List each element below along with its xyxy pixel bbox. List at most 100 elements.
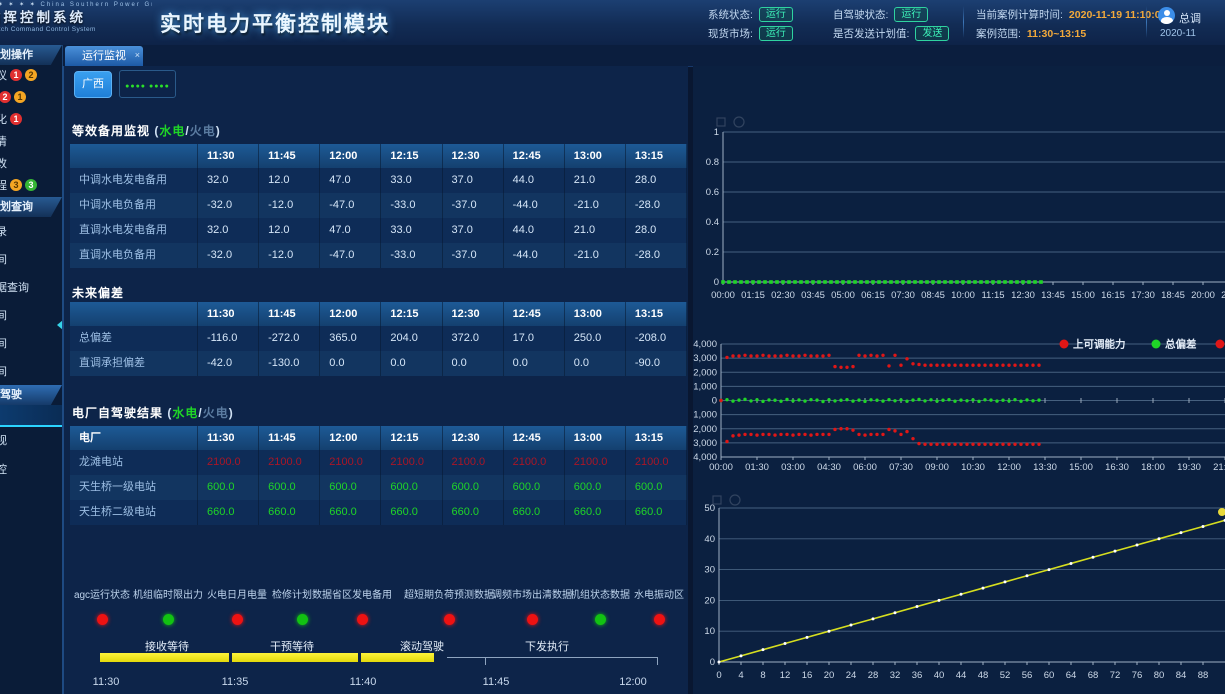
sidebar-collapse-icon[interactable] (57, 320, 63, 330)
table-cell: -130.0 (259, 351, 321, 376)
sidebar-item[interactable]: 视 (0, 427, 62, 456)
user-block[interactable]: 总调 2020-11 (1152, 3, 1225, 43)
notification-badge: 3 (25, 179, 37, 191)
status-indicator: 调频市场出清数据 (467, 586, 597, 630)
sidebar-section-header[interactable]: 划操作 (0, 45, 62, 65)
status-indicator-label: agc运行状态 (73, 590, 131, 601)
sidebar-item[interactable]: 间 (0, 303, 62, 329)
sidebar-section-header[interactable]: 驾驶 (0, 385, 62, 405)
toolbox-restore-icon[interactable] (729, 494, 741, 506)
svg-text:0: 0 (716, 670, 721, 681)
svg-text:36: 36 (912, 670, 923, 681)
status-badge: 运行 (758, 26, 793, 41)
table-row[interactable]: 天生桥二级电站 660.0 660.0 660.0 660.0 660.0 660.0 660… (70, 500, 687, 525)
status-row: 系统状态: 运行 (708, 4, 793, 23)
status-label: 系统状态: (708, 9, 753, 21)
tab-close-icon[interactable]: × (134, 50, 140, 60)
sidebar: 划操作议1221化1清改程33划查询录间据查询间间间驾驶视控 (0, 45, 63, 694)
table-row[interactable]: 直调承担偏差 -42.0 -130.0 0.0 0.0 0.0 0.0 0.0 -90.0 (70, 351, 687, 376)
notification-badge: 3 (10, 179, 22, 191)
table-row[interactable]: 直调水电负备用 -32.0 -12.0 -47.0 -33.0 -37.0 -44.0 -21… (70, 243, 687, 268)
sidebar-section: 划查询录间据查询间间间 (0, 197, 62, 385)
table-cell: -47.0 (320, 243, 382, 268)
timeline-bracket-tick (485, 657, 486, 665)
sidebar-item[interactable]: 议12 (0, 65, 62, 87)
table-row-label: 天生桥一级电站 (70, 475, 198, 500)
toolbox-zoom-icon[interactable] (716, 117, 726, 127)
notification-badge: 2 (0, 91, 11, 103)
svg-text:24: 24 (846, 670, 857, 681)
table-row-label: 中调水电发电备用 (70, 168, 198, 193)
svg-text:17:30: 17:30 (1131, 290, 1155, 301)
status-indicator-dot (231, 614, 243, 625)
sidebar-section-label: 划查询 (0, 201, 33, 213)
table-row[interactable]: 中调水电发电备用 32.0 12.0 47.0 33.0 37.0 44.0 21.0 28.0 (70, 168, 687, 193)
table-cell: 204.0 (381, 326, 443, 351)
sidebar-item[interactable]: 改 (0, 153, 62, 175)
sidebar-section-header[interactable]: 划查询 (0, 197, 62, 217)
table-header-cell: 13:00 (565, 144, 626, 168)
page-title: 实时电力平衡控制模块 (160, 13, 390, 36)
timeline-progress-segment (100, 653, 229, 662)
svg-text:88: 88 (1198, 670, 1209, 681)
header-divider (1146, 6, 1147, 38)
sidebar-item[interactable]: 间 (0, 359, 62, 385)
toolbox-restore-icon[interactable] (733, 116, 745, 128)
table-header-cell: 12:30 (443, 426, 504, 450)
table-cell: 37.0 (443, 168, 504, 193)
table-row[interactable]: 天生桥一级电站 600.0 600.0 600.0 600.0 600.0 600.0 600… (70, 475, 687, 500)
svg-text:18:45: 18:45 (1161, 290, 1185, 301)
status-indicator: 省区发电备用 (297, 586, 427, 630)
table-cell: -44.0 (504, 193, 565, 218)
sidebar-item[interactable]: 控 (0, 456, 62, 485)
table-header-cell: 13:00 (565, 302, 626, 326)
sidebar-item[interactable] (0, 405, 62, 427)
svg-text:07:30: 07:30 (889, 462, 913, 473)
sidebar-item[interactable]: 间 (0, 331, 62, 357)
tab-run-monitor[interactable]: 运行监视 × (65, 46, 143, 66)
table-row[interactable]: 总偏差 -116.0 -272.0 365.0 204.0 372.0 17.0 250.0-… (70, 326, 687, 351)
status-indicator-label: 机组状态数据 (570, 590, 630, 601)
status-badge: 运行 (894, 7, 929, 22)
sidebar-item[interactable]: 据查询 (0, 275, 62, 301)
toolbox-zoom-icon[interactable] (712, 495, 722, 505)
table-row[interactable]: 龙滩电站 2100.0 2100.0 2100.0 2100.0 2100.0 2100.0… (70, 450, 687, 475)
svg-text:05:00: 05:00 (831, 290, 855, 301)
status-indicator-dot (443, 614, 455, 625)
table-cell: 250.0 (565, 326, 626, 351)
svg-text:44: 44 (956, 670, 967, 681)
sidebar-item[interactable]: 录 (0, 219, 62, 245)
table-cell: 600.0 (320, 475, 382, 500)
table-header-cell: 12:15 (381, 144, 443, 168)
status-badge: 运行 (758, 7, 793, 22)
svg-text:15:00: 15:00 (1071, 290, 1095, 301)
sidebar-item-label: 间 (0, 247, 7, 273)
svg-text:12:00: 12:00 (997, 462, 1021, 473)
table-cell: 32.0 (198, 168, 260, 193)
status-group-autopilot: 自驾驶状态: 运行 是否发送计划值: 发送 (833, 4, 950, 42)
sidebar-item[interactable]: 化1 (0, 109, 62, 131)
sidebar-item-label: 清 (0, 131, 7, 153)
chart-svg: -4,000 -3,000 -2,000 -1,000 0 1,000 2,000 3,000… (693, 338, 1225, 473)
table-row[interactable]: 中调水电负备用 -32.0 -12.0 -47.0 -33.0 -37.0 -44.0 -21… (70, 193, 687, 218)
table-cell: 2100.0 (259, 450, 321, 475)
table-row[interactable]: 直调水电发电备用 32.0 12.0 47.0 33.0 37.0 44.0 21.0 28.0 (70, 218, 687, 243)
table-cell: -33.0 (381, 243, 443, 268)
sidebar-item-label: 控 (0, 456, 7, 485)
svg-text:20:00: 20:00 (1191, 290, 1215, 301)
table-cell: 28.0 (626, 168, 687, 193)
sidebar-item[interactable]: 清 (0, 131, 62, 153)
svg-text:-4,000: -4,000 (693, 452, 717, 463)
table-cell: 372.0 (443, 326, 504, 351)
table-header-cell: 12:30 (443, 302, 504, 326)
sidebar-item[interactable]: 程33 (0, 175, 62, 197)
table-row-label: 直调水电负备用 (70, 243, 198, 268)
table-future-deviation: 11:30 11:45 12:00 12:15 12:30 12:45 13:00 13:15… (70, 302, 687, 376)
sidebar-item[interactable]: 间 (0, 247, 62, 273)
svg-text:4: 4 (738, 670, 743, 681)
svg-text:3,000: 3,000 (693, 353, 717, 364)
region-button-guangxi[interactable]: 广西 (74, 71, 112, 98)
table-cell: 21.0 (565, 168, 626, 193)
